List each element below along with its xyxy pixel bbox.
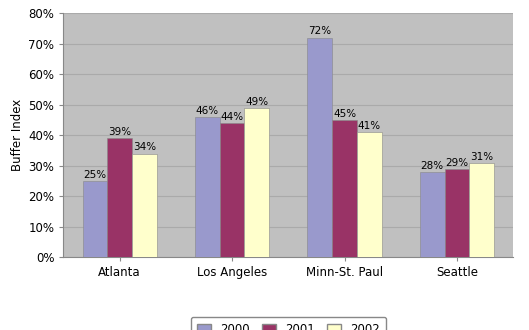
Bar <box>307 38 332 257</box>
Text: 39%: 39% <box>108 127 131 137</box>
Text: 41%: 41% <box>358 121 381 131</box>
Bar <box>195 117 220 257</box>
Text: 44%: 44% <box>221 112 244 122</box>
Legend: 2000, 2001, 2002: 2000, 2001, 2002 <box>190 317 386 330</box>
Bar <box>107 138 132 257</box>
Text: 29%: 29% <box>445 158 469 168</box>
Text: 46%: 46% <box>196 106 219 116</box>
Text: 49%: 49% <box>245 97 268 107</box>
Text: 31%: 31% <box>470 151 493 162</box>
Bar <box>420 172 444 257</box>
Bar <box>469 163 494 257</box>
Bar <box>132 154 157 257</box>
Bar <box>220 123 244 257</box>
Bar <box>83 181 107 257</box>
Text: 45%: 45% <box>333 109 356 119</box>
Text: 28%: 28% <box>421 161 444 171</box>
Bar <box>444 169 469 257</box>
Y-axis label: Buffer Index: Buffer Index <box>11 99 24 171</box>
Text: 72%: 72% <box>308 26 331 36</box>
Bar <box>332 120 357 257</box>
Bar <box>244 108 269 257</box>
Text: 25%: 25% <box>84 170 106 180</box>
Bar <box>357 132 381 257</box>
Text: 34%: 34% <box>133 142 156 152</box>
